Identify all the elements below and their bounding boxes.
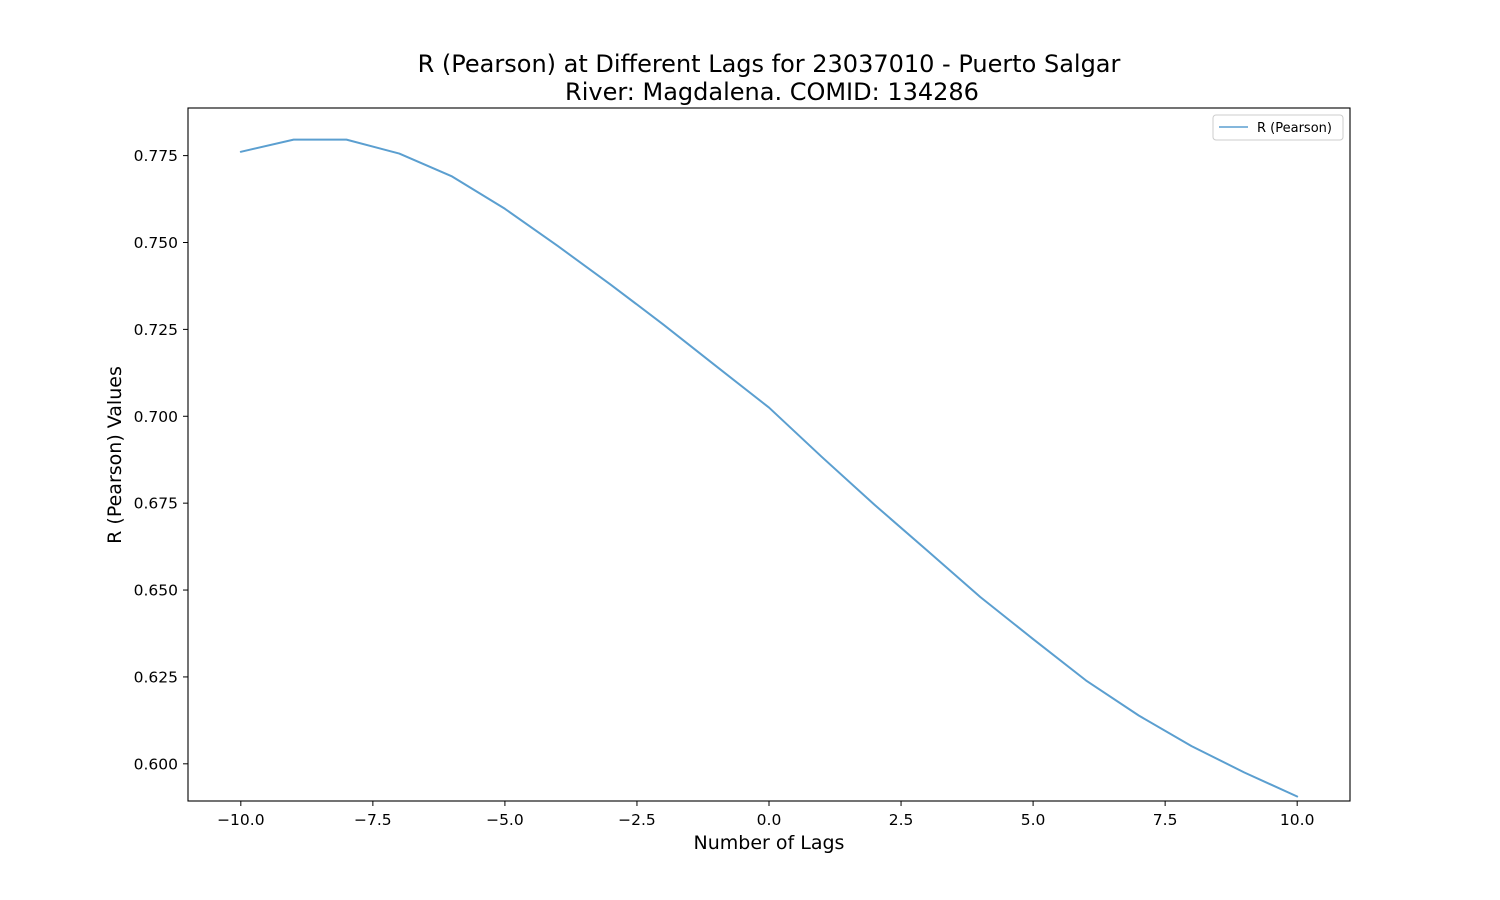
x-tick-label: 0.0 bbox=[757, 811, 782, 829]
x-tick-label: 5.0 bbox=[1021, 811, 1046, 829]
x-tick-label: −10.0 bbox=[217, 811, 265, 829]
y-tick-label: 0.725 bbox=[134, 321, 178, 339]
y-tick-label: 0.675 bbox=[134, 495, 178, 513]
x-tick-label: 7.5 bbox=[1153, 811, 1178, 829]
x-axis-label: Number of Lags bbox=[694, 832, 845, 854]
legend: R (Pearson) bbox=[1212, 114, 1344, 141]
x-tick-label: −5.0 bbox=[486, 811, 524, 829]
x-axis-ticks: −10.0 −7.5 −5.0 −2.5 0.0 2.5 5.0 7.5 10.0 bbox=[217, 801, 1314, 829]
y-axis-ticks: 0.600 0.625 0.650 0.675 0.700 0.725 0.750 0.775 bbox=[134, 147, 188, 773]
y-tick-label: 0.750 bbox=[134, 234, 178, 252]
legend-label-r-pearson: R (Pearson) bbox=[1257, 121, 1332, 136]
y-tick-label: 0.700 bbox=[134, 408, 178, 426]
legend-box bbox=[1212, 114, 1344, 141]
y-axis-label: R (Pearson) Values bbox=[104, 366, 126, 544]
y-tick-label: 0.600 bbox=[134, 755, 178, 773]
chart-subtitle: River: Magdalena. COMID: 134286 bbox=[565, 78, 979, 106]
x-tick-label: −7.5 bbox=[354, 811, 392, 829]
series-layer bbox=[239, 138, 1299, 798]
plot-area bbox=[187, 107, 1351, 802]
series-line-r-pearson bbox=[239, 138, 1299, 798]
x-tick-label: −2.5 bbox=[618, 811, 656, 829]
chart-title: R (Pearson) at Different Lags for 230370… bbox=[418, 50, 1121, 78]
x-tick-label: 10.0 bbox=[1280, 811, 1315, 829]
y-tick-label: 0.625 bbox=[134, 668, 178, 686]
x-tick-label: 2.5 bbox=[889, 811, 914, 829]
y-tick-label: 0.650 bbox=[134, 582, 178, 600]
y-tick-label: 0.775 bbox=[134, 147, 178, 165]
